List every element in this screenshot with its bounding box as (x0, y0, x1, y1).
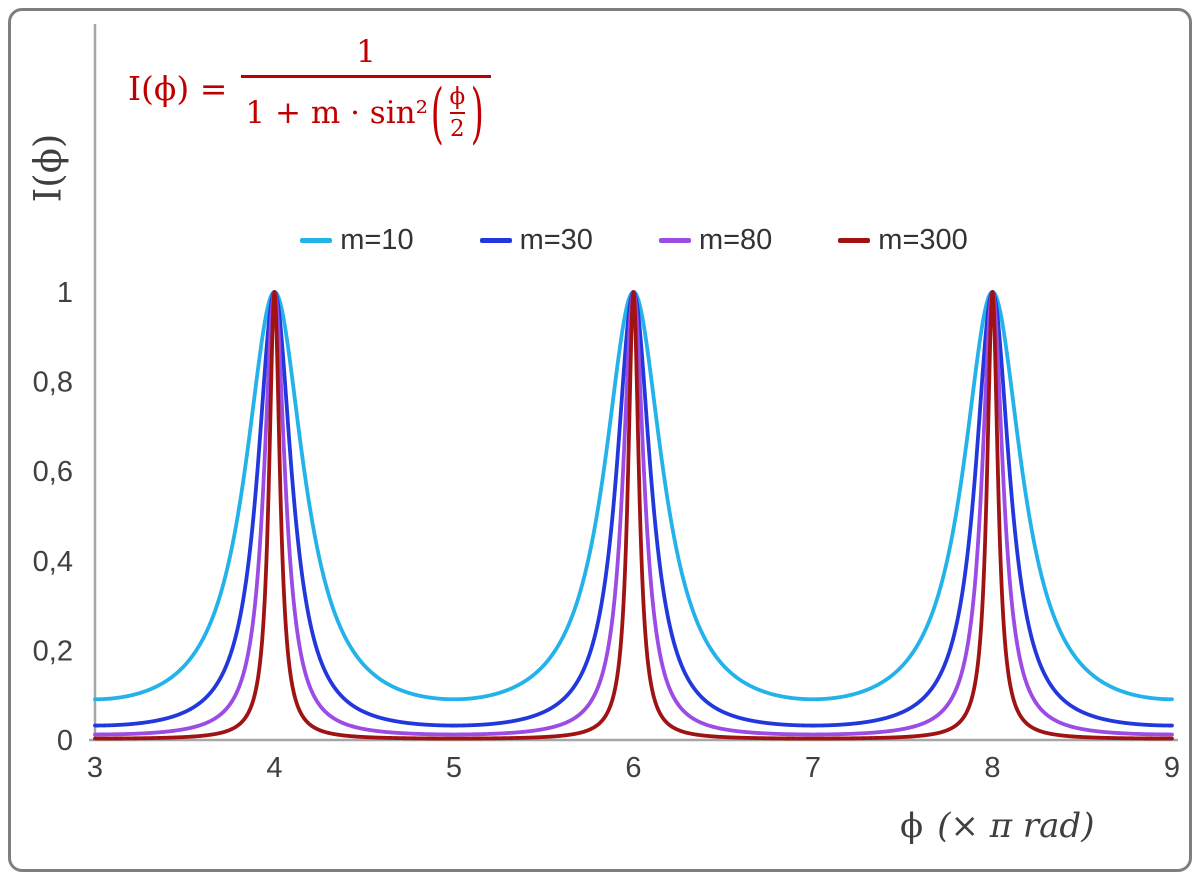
x-tick-label: 6 (625, 752, 641, 784)
y-tick-label: 0,8 (33, 367, 73, 399)
legend-swatch (300, 238, 333, 243)
legend-item: m=300 (838, 224, 968, 257)
close-paren: ) (470, 74, 484, 152)
y-tick-label: 0 (57, 725, 73, 757)
legend-item: m=10 (300, 224, 414, 257)
x-tick-label: 8 (984, 752, 1000, 784)
legend-item: m=30 (479, 224, 593, 257)
legend-swatch (658, 238, 691, 243)
open-paren: ( (430, 74, 444, 152)
series-line-m=80 (93, 290, 1174, 737)
inner-fraction-numerator: ϕ (449, 84, 466, 110)
fraction-bar (241, 75, 491, 78)
inner-fraction: ϕ 2 (449, 84, 466, 142)
y-axis-title: I(ϕ) (26, 133, 70, 203)
legend-label: m=300 (878, 224, 968, 256)
y-tick-label: 0,6 (33, 456, 73, 488)
x-tick-label: 7 (805, 752, 821, 784)
formula-denominator-text: 1 + m · sin² (245, 95, 429, 131)
series-line-m=30 (93, 290, 1174, 728)
x-axis-title: ϕ (× π rad) (900, 806, 1094, 846)
x-tick-label: 3 (87, 752, 103, 784)
formula-fraction: 1 1 + m · sin² ( ϕ 2 ) (241, 34, 491, 152)
legend-swatch (838, 238, 871, 243)
x-axis-title-symbol: ϕ (900, 806, 924, 846)
legend-label: m=30 (519, 224, 593, 256)
legend-swatch (479, 238, 512, 243)
x-axis-title-unit: (× π rad) (937, 806, 1095, 846)
formula-lhs: I(ϕ) = (128, 68, 228, 108)
legend: m=10 m=30 m=80 m=300 (95, 224, 1173, 257)
formula-denominator: 1 + m · sin² ( ϕ 2 ) (241, 74, 490, 152)
y-tick-label: 0,4 (33, 546, 73, 578)
legend-item: m=80 (658, 224, 773, 257)
x-tick-label: 9 (1164, 752, 1180, 784)
y-tick-label: 1 (57, 277, 73, 309)
x-tick-label: 5 (446, 752, 462, 784)
intensity-formula: I(ϕ) = 1 1 + m · sin² ( ϕ 2 ) (128, 34, 491, 152)
legend-label: m=80 (698, 224, 773, 256)
y-tick-label: 0,2 (33, 635, 73, 667)
inner-fraction-denominator: 2 (450, 116, 465, 142)
legend-label: m=10 (340, 224, 414, 256)
inner-fraction-bar (449, 112, 466, 114)
formula-numerator: 1 (356, 34, 376, 70)
chart-frame (8, 8, 1192, 872)
series-line-m=300 (93, 290, 1174, 741)
x-tick-label: 4 (266, 752, 282, 784)
